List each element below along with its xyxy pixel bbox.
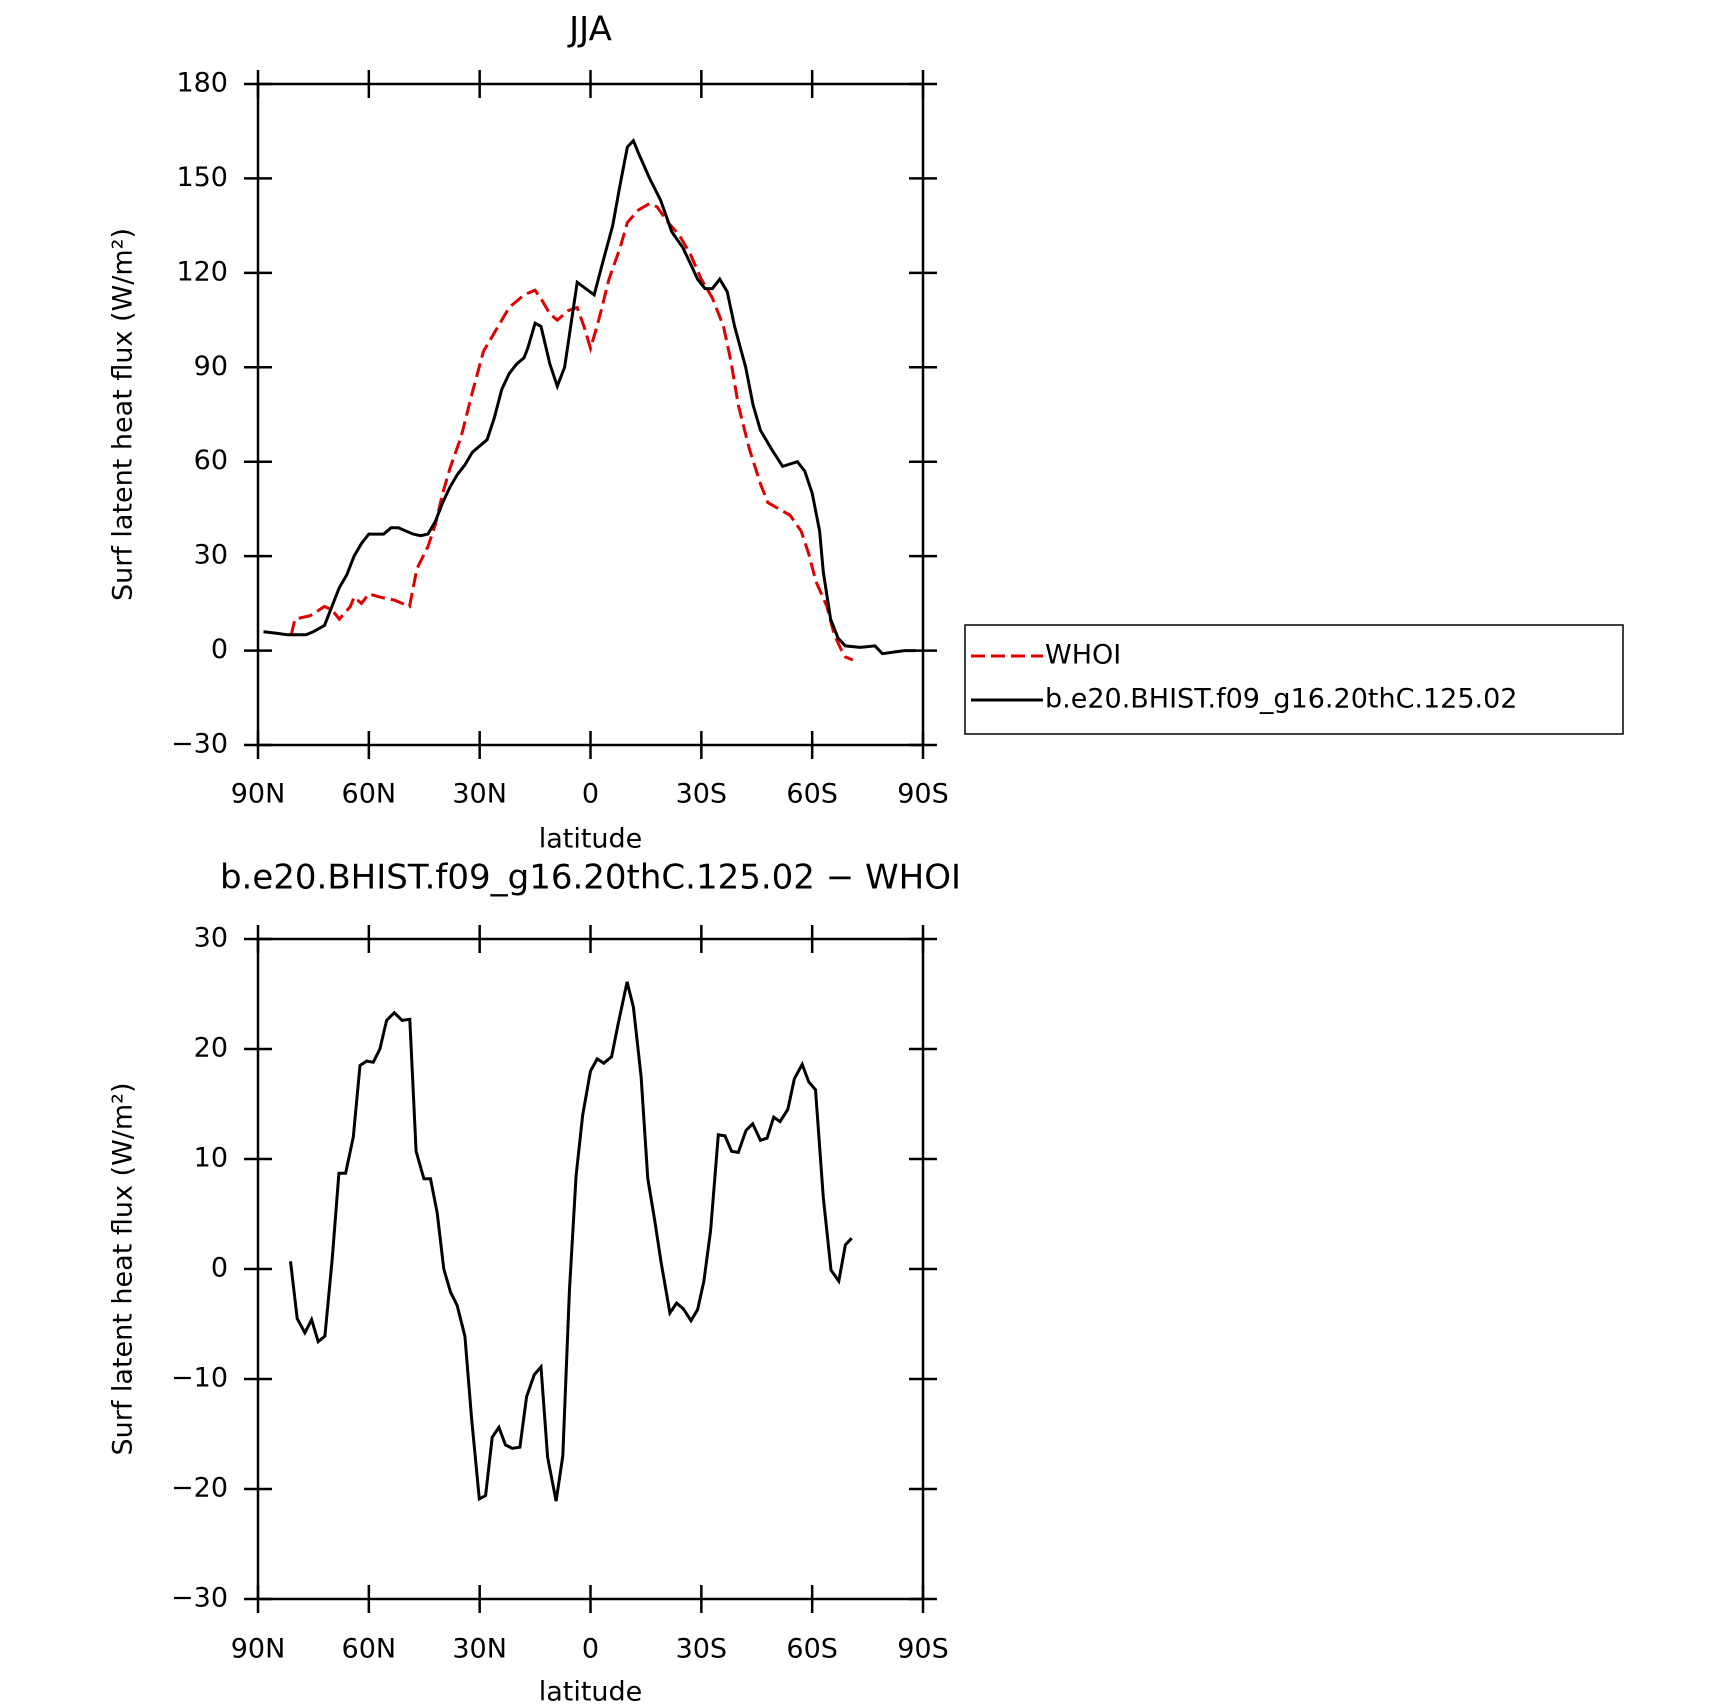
y-tick-label: −20: [171, 1473, 228, 1504]
data-line: [263, 137, 916, 656]
y-tick-label: 180: [176, 68, 228, 99]
x-tick-label: 90N: [231, 779, 286, 810]
legend-box: [964, 624, 1624, 735]
y-tick-label: 10: [194, 1143, 228, 1174]
x-tick-label: 0: [582, 1634, 599, 1665]
y-tick-label: 150: [176, 162, 228, 193]
y-axis-label: Surf latent heat flux (W/m²): [108, 1082, 139, 1455]
y-tick-label: 20: [194, 1033, 228, 1064]
x-tick-label: 30N: [452, 779, 507, 810]
x-tick-label: 30S: [676, 779, 728, 810]
x-tick-label: 90N: [231, 1634, 286, 1665]
chart-title: b.e20.BHIST.f09_g16.20thC.125.02 − WHOI: [220, 858, 961, 898]
y-tick-label: 90: [194, 351, 228, 382]
data-line: [289, 981, 853, 1502]
y-tick-label: −10: [171, 1363, 228, 1394]
y-tick-label: −30: [171, 729, 228, 760]
data-line: [289, 201, 854, 662]
y-tick-label: 0: [211, 1253, 228, 1284]
plot-frame: [256, 937, 925, 1601]
chart-title: JJA: [567, 10, 612, 50]
x-tick-label: 30S: [676, 1634, 728, 1665]
y-axis-label: Surf latent heat flux (W/m²): [108, 228, 139, 601]
y-tick-label: 120: [176, 256, 228, 287]
plot-frame: [256, 82, 925, 747]
x-axis-label: latitude: [539, 824, 643, 855]
x-tick-label: 60S: [786, 779, 838, 810]
x-tick-label: 90S: [897, 1634, 949, 1665]
legend-label: WHOI: [1045, 640, 1121, 671]
x-tick-label: 60S: [786, 1634, 838, 1665]
legend-label: b.e20.BHIST.f09_g16.20thC.125.02: [1045, 684, 1517, 715]
x-tick-label: 30N: [452, 1634, 507, 1665]
x-axis-label: latitude: [539, 1677, 643, 1706]
x-tick-label: 60N: [342, 779, 397, 810]
y-tick-label: −30: [171, 1583, 228, 1614]
y-tick-label: 30: [194, 923, 228, 954]
x-tick-label: 0: [582, 779, 599, 810]
x-tick-label: 90S: [897, 779, 949, 810]
y-tick-label: 30: [194, 540, 228, 571]
y-tick-label: 60: [194, 445, 228, 476]
x-tick-label: 60N: [342, 1634, 397, 1665]
y-tick-label: 0: [211, 634, 228, 665]
